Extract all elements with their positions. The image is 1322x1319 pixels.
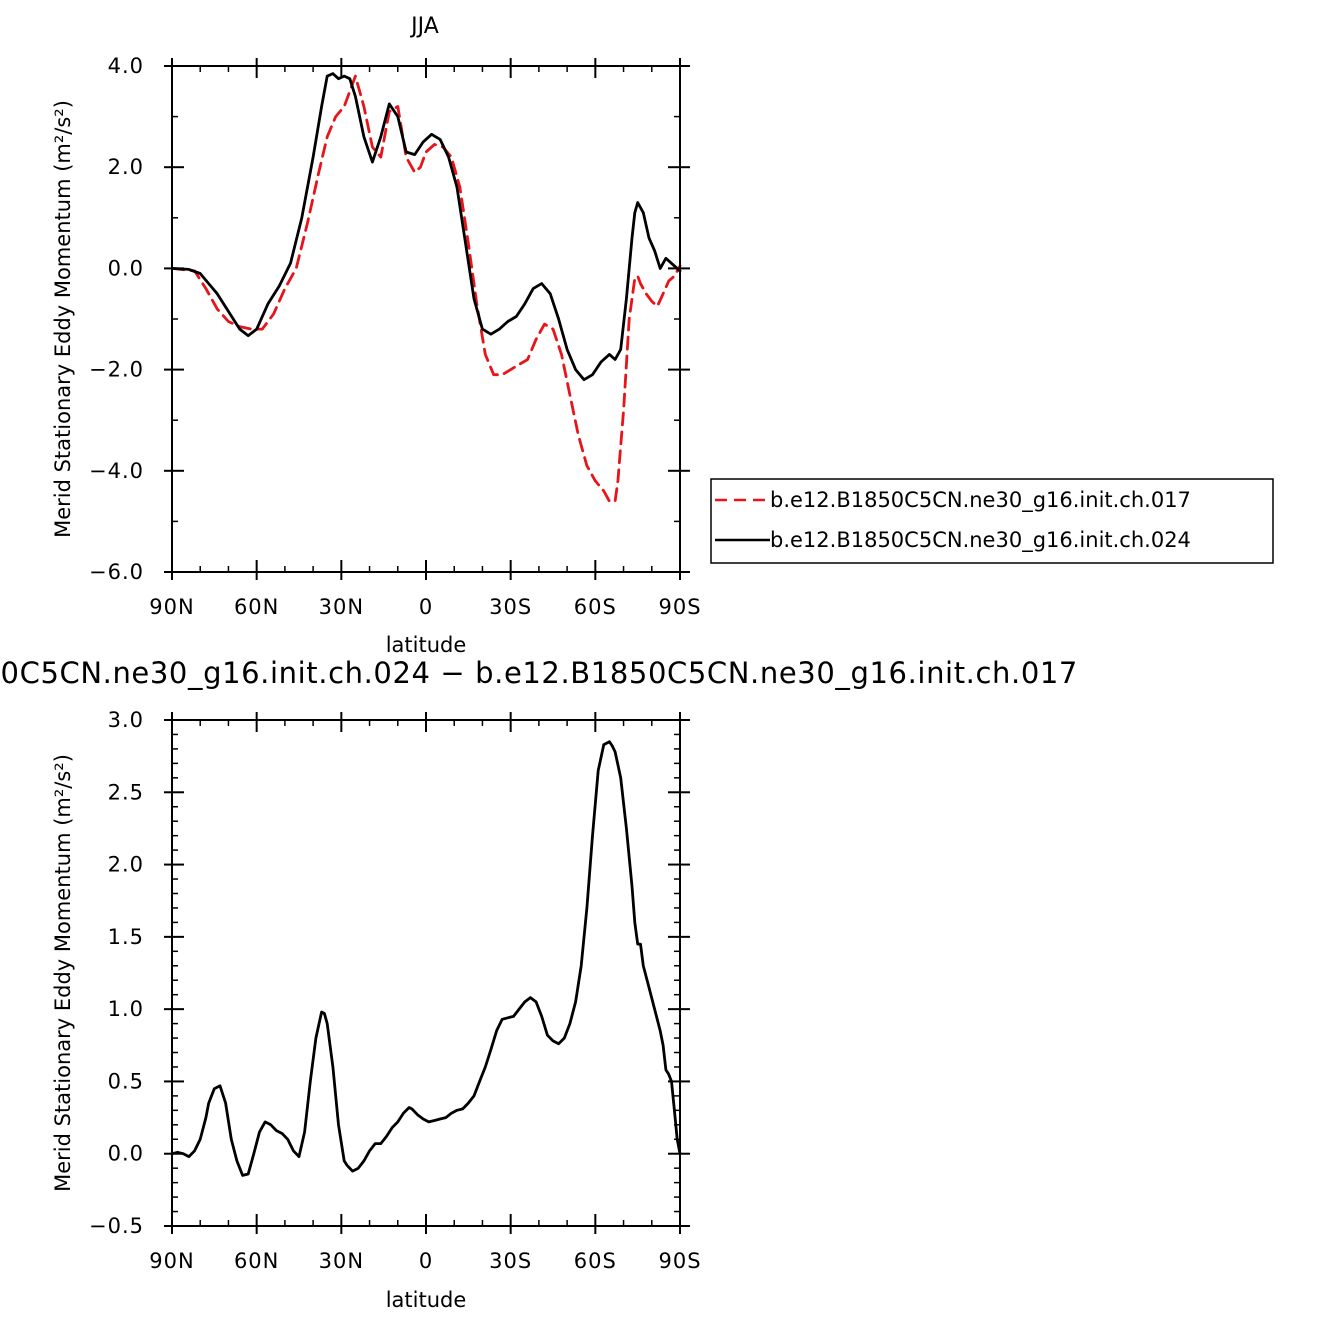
panel-bottom-y-tick-label: 0.5 <box>108 1069 144 1093</box>
legend-label-017: b.e12.B1850C5CN.ne30_g16.init.ch.017 <box>770 488 1191 513</box>
panel-top-y-tick-label: 4.0 <box>108 54 144 78</box>
panel-top-x-tick-label: 30S <box>489 595 532 619</box>
panel-bottom-y-tick-label: 0.0 <box>108 1142 144 1166</box>
panel-top-series-line-1 <box>170 72 682 382</box>
legend-label-024: b.e12.B1850C5CN.ne30_g16.init.ch.024 <box>770 528 1191 553</box>
panel-top-ticks: 90N 60N 30N 0 30S 60S 90S −6.0 −4.0 −2.0 0.0 2.0 4.0 <box>89 54 701 619</box>
panel-top-series-line-0 <box>170 74 682 503</box>
panel-bottom: b.e12.B1850C5CN.ne30_g16.init.ch.024 − b… <box>0 656 1078 1312</box>
panel-top-x-label: latitude <box>386 633 467 657</box>
panel-bottom-series <box>170 740 682 1177</box>
panel-top-x-tick-label: 60N <box>234 595 279 619</box>
panel-top-y-label: Merid Stationary Eddy Momentum (m²/s²) <box>51 100 75 538</box>
panel-top-frame <box>171 65 681 573</box>
panel-bottom-x-tick-label: 0 <box>419 1249 433 1273</box>
panel-bottom-y-tick-label: 1.0 <box>108 997 144 1021</box>
panel-top-x-tick-label: 0 <box>419 595 433 619</box>
panel-top-x-tick-label: 30N <box>319 595 364 619</box>
panel-bottom-title: b.e12.B1850C5CN.ne30_g16.init.ch.024 − b… <box>0 656 1078 690</box>
panel-bottom-y-label: Merid Stationary Eddy Momentum (m²/s²) <box>51 754 75 1192</box>
panel-bottom-y-tick-label: 2.5 <box>108 780 144 804</box>
panel-bottom-y-tick-label: 2.0 <box>108 853 144 877</box>
panel-bottom-x-label: latitude <box>386 1288 467 1312</box>
legend: b.e12.B1850C5CN.ne30_g16.init.ch.017 b.e… <box>710 478 1274 564</box>
panel-bottom-x-tick-label: 30S <box>489 1249 532 1273</box>
panel-bottom-x-tick-label: 30N <box>319 1249 364 1273</box>
panel-bottom-x-tick-label: 60S <box>574 1249 617 1273</box>
panel-top-y-tick-label: 2.0 <box>108 155 144 179</box>
panel-bottom-x-tick-label: 90N <box>149 1249 194 1273</box>
panel-bottom-ticks: 90N 60N 30N 0 30S 60S 90S −0.5 0.0 0.5 1.0 1.5 2.0 2.… <box>89 708 701 1273</box>
panel-bottom-y-tick-label: 3.0 <box>108 708 144 732</box>
panel-bottom-x-tick-label: 90S <box>658 1249 701 1273</box>
panel-top-x-tick-label: 90S <box>658 595 701 619</box>
panel-top-x-tick-label: 60S <box>574 595 617 619</box>
panel-bottom-y-tick-label: −0.5 <box>89 1214 144 1238</box>
panel-bottom-series-line-0 <box>170 740 682 1177</box>
panel-top-x-tick-label: 90N <box>149 595 194 619</box>
panel-top-y-tick-label: −6.0 <box>89 560 144 584</box>
panel-top: JJA 90N 60N 30N 0 30S 60S 90S −6.0 −4.0 −2.0 0.0 2.… <box>51 14 1274 657</box>
panel-top-y-tick-label: −2.0 <box>89 358 144 382</box>
legend-box <box>710 478 1274 564</box>
panel-bottom-x-tick-label: 60N <box>234 1249 279 1273</box>
panel-top-y-tick-label: −4.0 <box>89 459 144 483</box>
panel-top-series <box>170 72 682 503</box>
panel-top-title: JJA <box>409 14 439 39</box>
panel-bottom-y-tick-label: 1.5 <box>108 925 144 949</box>
panel-top-y-tick-label: 0.0 <box>108 256 144 280</box>
panel-bottom-frame <box>171 719 681 1227</box>
